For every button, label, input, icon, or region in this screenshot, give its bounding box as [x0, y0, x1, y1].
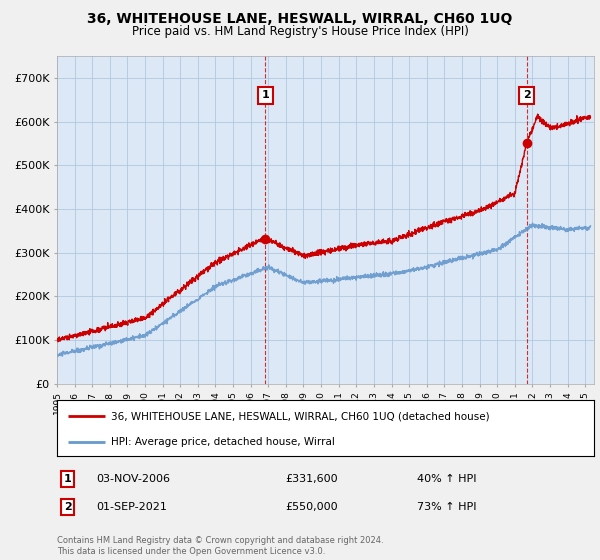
Text: 36, WHITEHOUSE LANE, HESWALL, WIRRAL, CH60 1UQ (detached house): 36, WHITEHOUSE LANE, HESWALL, WIRRAL, CH…: [110, 411, 490, 421]
Text: 1: 1: [64, 474, 71, 484]
Text: HPI: Average price, detached house, Wirral: HPI: Average price, detached house, Wirr…: [110, 437, 335, 447]
Text: 40% ↑ HPI: 40% ↑ HPI: [417, 474, 476, 484]
Text: 01-SEP-2021: 01-SEP-2021: [96, 502, 167, 512]
Text: 73% ↑ HPI: 73% ↑ HPI: [417, 502, 476, 512]
Text: 2: 2: [64, 502, 71, 512]
Text: Contains HM Land Registry data © Crown copyright and database right 2024.
This d: Contains HM Land Registry data © Crown c…: [57, 536, 383, 556]
Text: 2: 2: [523, 90, 530, 100]
Text: 1: 1: [262, 90, 269, 100]
Text: £550,000: £550,000: [285, 502, 338, 512]
Text: 36, WHITEHOUSE LANE, HESWALL, WIRRAL, CH60 1UQ: 36, WHITEHOUSE LANE, HESWALL, WIRRAL, CH…: [88, 12, 512, 26]
Text: Price paid vs. HM Land Registry's House Price Index (HPI): Price paid vs. HM Land Registry's House …: [131, 25, 469, 38]
Text: 03-NOV-2006: 03-NOV-2006: [96, 474, 170, 484]
Text: £331,600: £331,600: [285, 474, 338, 484]
